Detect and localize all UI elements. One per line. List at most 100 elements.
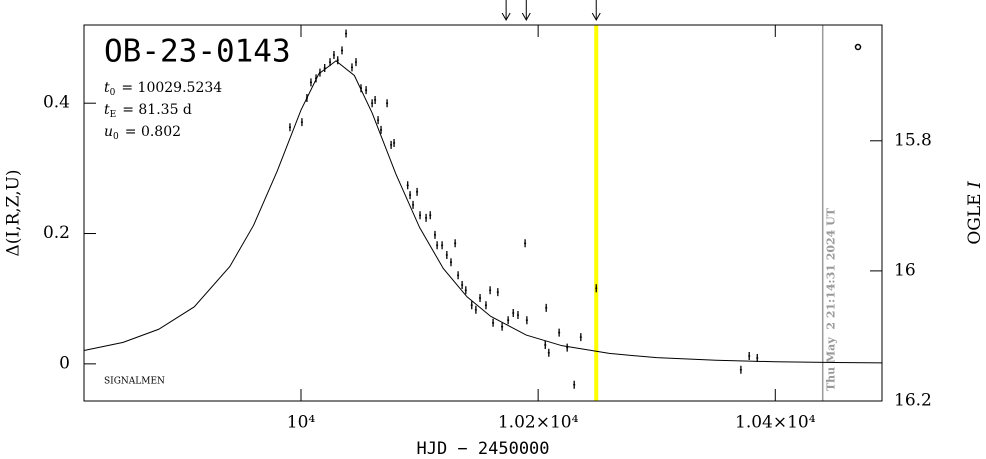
arrow-head — [591, 12, 601, 22]
data-point — [355, 58, 358, 67]
x-tick-label: 1.02×10⁴ — [498, 413, 579, 433]
y2-axis-label: OGLE I — [965, 181, 985, 245]
data-point — [318, 68, 321, 77]
data-point — [496, 288, 499, 297]
param-subscript: 0 — [113, 132, 119, 142]
data-point — [470, 301, 473, 310]
data-point — [377, 116, 380, 125]
data-point — [315, 74, 318, 83]
data-point — [573, 380, 576, 389]
data-point — [380, 125, 383, 134]
data-point — [501, 322, 504, 331]
data-point — [441, 241, 444, 250]
data-point — [429, 211, 432, 220]
arrow-head — [521, 12, 531, 22]
data-point — [489, 286, 492, 295]
data-point — [386, 99, 389, 108]
y2-tick-label: 16 — [894, 260, 916, 280]
data-point — [449, 258, 452, 267]
data-point — [524, 239, 527, 248]
data-point — [425, 213, 428, 222]
param: t0 = 10029.5234 — [104, 80, 222, 98]
param-text: = 0.802 — [125, 124, 181, 140]
data-point — [345, 29, 348, 38]
data-point — [748, 352, 751, 361]
data-point — [547, 348, 550, 357]
data-point — [558, 328, 561, 337]
data-point — [445, 251, 448, 260]
arrow — [591, 0, 601, 22]
data-point — [516, 310, 519, 319]
x-tick-label: 1.04×10⁴ — [735, 413, 816, 433]
data-point — [545, 303, 548, 312]
data-point — [579, 333, 582, 342]
data-point — [390, 140, 393, 149]
data-point — [461, 281, 464, 290]
y-tick-label: 0.4 — [43, 93, 70, 113]
param-subscript: 0 — [110, 88, 116, 98]
data-point — [457, 271, 460, 280]
param-symbol: t — [104, 102, 110, 118]
data-point — [474, 305, 477, 314]
data-point — [329, 58, 332, 67]
model-curve — [83, 60, 883, 364]
data-point — [412, 200, 415, 209]
x-tick-label: 10⁴ — [287, 413, 316, 433]
data-point — [406, 181, 409, 190]
data-point — [336, 56, 339, 65]
param-subscript: E — [110, 110, 117, 120]
data-point — [433, 230, 436, 239]
param-symbol: u — [104, 124, 113, 140]
chart-title: OB-23-0143 — [104, 34, 291, 70]
data-point — [436, 241, 439, 250]
data-point — [393, 138, 396, 147]
y2-tick-label: 16.2 — [894, 391, 932, 411]
data-point — [416, 187, 419, 196]
data-point — [492, 318, 495, 327]
data-point — [371, 99, 374, 108]
data-point — [323, 64, 326, 73]
data-point — [341, 46, 344, 55]
data-point — [512, 309, 515, 318]
data-point — [309, 78, 312, 87]
legend-symbol — [854, 43, 862, 51]
param: tE = 81.35 d — [104, 102, 192, 120]
arrow — [501, 0, 511, 22]
param-text: = 10029.5234 — [121, 80, 222, 96]
param: u0 = 0.802 — [104, 124, 181, 142]
y-tick-label: 0.2 — [43, 223, 70, 243]
y2-axis-label-text: OGLE — [965, 188, 985, 245]
data-point — [525, 316, 528, 325]
data-point — [305, 93, 308, 102]
data-point — [350, 63, 353, 72]
data-point — [288, 123, 291, 132]
data-point — [756, 353, 759, 362]
y2-axis-label-italic: I — [965, 181, 985, 189]
data-point — [464, 286, 467, 295]
y-tick-label: 0 — [59, 353, 70, 373]
data-point — [595, 284, 598, 293]
data-point — [507, 316, 510, 325]
arrow-head — [501, 12, 511, 22]
data-point — [454, 239, 457, 248]
data-point — [409, 191, 412, 200]
data-point — [739, 365, 742, 374]
y2-tick-label: 15.8 — [894, 130, 932, 150]
data-point — [374, 95, 377, 104]
plot-frame — [83, 24, 883, 402]
y-axis-label: Δ(I,R,Z,U) — [4, 169, 24, 256]
arrow — [521, 0, 531, 22]
data-point — [365, 86, 368, 95]
data-point — [359, 84, 362, 93]
data-point — [332, 50, 335, 59]
data-point — [300, 118, 303, 127]
data-point — [566, 343, 569, 352]
timestamp: Thu May 2 21:14:31 2024 UT — [825, 207, 838, 391]
note: SIGNALMEN — [104, 377, 165, 387]
data-point — [484, 301, 487, 310]
param-text: = 81.35 d — [122, 102, 192, 118]
data-point — [479, 294, 482, 303]
